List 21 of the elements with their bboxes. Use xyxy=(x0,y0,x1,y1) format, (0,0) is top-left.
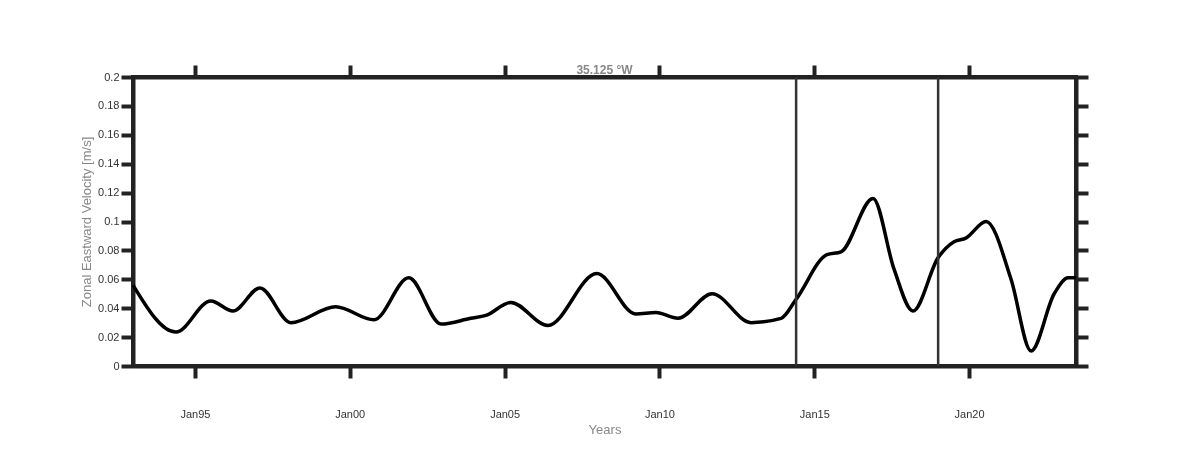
y-tick-label: 0 xyxy=(113,359,120,372)
x-tick-label: Jan00 xyxy=(335,407,366,420)
y-tick-label: 0.18 xyxy=(98,99,120,112)
y-tick-label: 0.2 xyxy=(104,70,120,83)
x-tick-label: Jan95 xyxy=(180,407,211,420)
y-tick-label: 0.02 xyxy=(98,330,120,343)
y-tick-label: 0.16 xyxy=(98,128,120,141)
x-axis-title: Years xyxy=(588,421,622,437)
line-series xyxy=(131,196,1078,353)
x-tick-label: Jan15 xyxy=(799,407,830,420)
y-tick-label: 0.1 xyxy=(104,215,120,227)
x-tick-label: Jan10 xyxy=(644,407,675,420)
y-tick-label: 0.04 xyxy=(98,301,120,314)
y-axis-title: Zonal Eastward Velocity [m/s] xyxy=(79,136,95,308)
y-tick-label: 0.12 xyxy=(98,186,120,199)
y-tick-label: 0.14 xyxy=(98,157,120,170)
x-tick-label: Jan05 xyxy=(490,407,521,420)
y-tick-label: 0.06 xyxy=(98,272,120,285)
y-tick-label: 0.08 xyxy=(98,243,120,256)
x-tick-label: Jan20 xyxy=(954,407,985,420)
chart-title: 35.125 °W xyxy=(576,63,634,77)
